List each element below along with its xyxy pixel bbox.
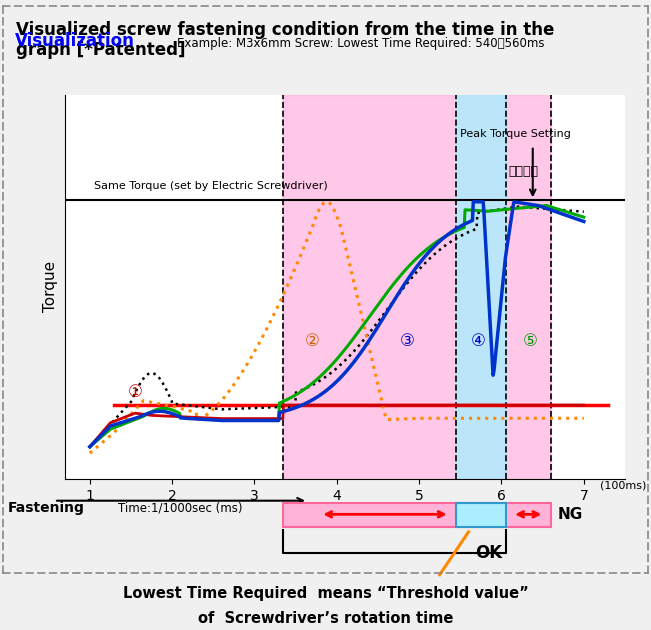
- Text: Same Torque (set by Electric Screwdriver): Same Torque (set by Electric Screwdriver…: [94, 181, 327, 191]
- Bar: [456, 94, 506, 479]
- Text: （座面）: （座面）: [508, 165, 538, 178]
- Text: ④: ④: [471, 332, 486, 350]
- Text: NG: NG: [557, 507, 583, 522]
- Bar: [283, 503, 551, 527]
- Y-axis label: Torque: Torque: [43, 261, 58, 312]
- Text: ③: ③: [399, 332, 414, 350]
- Text: ①: ①: [128, 383, 143, 401]
- Text: Time:1/1000sec (ms): Time:1/1000sec (ms): [118, 501, 242, 515]
- Text: OK: OK: [475, 544, 502, 563]
- Bar: [283, 94, 551, 479]
- Text: Visualized screw fastening condition from the time in the
graph [*Patented]: Visualized screw fastening condition fro…: [16, 21, 555, 59]
- Text: ②: ②: [305, 332, 320, 350]
- Text: of  Screwdriver’s rotation time: of Screwdriver’s rotation time: [198, 610, 453, 626]
- Text: (100ms): (100ms): [600, 480, 646, 490]
- Text: Example: M3x6mm Screw: Lowest Time Required: 540～560ms: Example: M3x6mm Screw: Lowest Time Requi…: [177, 37, 545, 50]
- Text: Peak Torque Setting: Peak Torque Setting: [460, 129, 571, 139]
- Text: Fastening: Fastening: [8, 501, 85, 515]
- Text: ⑤: ⑤: [523, 332, 538, 350]
- Text: Lowest Time Required  means “Threshold value”: Lowest Time Required means “Threshold va…: [122, 586, 529, 601]
- Text: Visualization: Visualization: [15, 32, 135, 50]
- Bar: [456, 503, 506, 527]
